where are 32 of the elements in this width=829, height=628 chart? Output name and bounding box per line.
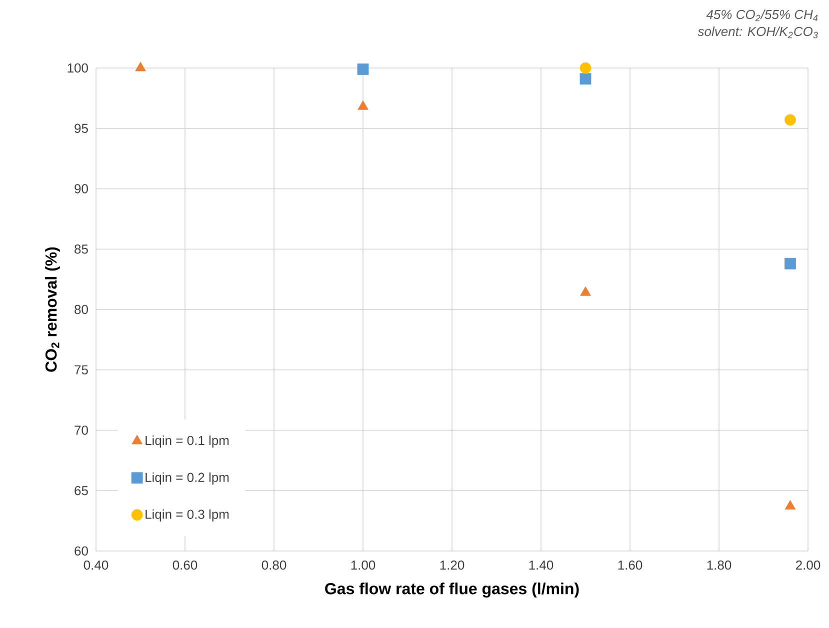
y-axis-title: CO$_{2}$ removal (%) — [45, 247, 60, 372]
x-axis-title: Gas flow rate of flue gases (l/min) — [325, 582, 579, 598]
point — [580, 286, 591, 296]
y-tick-label: 65 — [74, 486, 88, 496]
point — [580, 73, 592, 85]
point — [784, 500, 796, 510]
x-tick-label: 0.60 — [172, 560, 198, 570]
y-tick-label: 70 — [74, 426, 88, 435]
x-tick-label: 1.80 — [707, 560, 732, 570]
x-tick-label: 1.20 — [440, 560, 464, 570]
x-tick-label: 2.00 — [796, 560, 820, 570]
text: solvent: KOH/K$_{2}$CO$_{3}$ — [698, 26, 818, 38]
legend-label: Liqin = 0.1 lpm — [146, 436, 229, 448]
point — [580, 62, 592, 74]
y-tick-label: 100 — [68, 63, 88, 73]
x-tick-label: 1.00 — [351, 560, 376, 570]
point — [784, 258, 796, 270]
y-tick-label: 80 — [74, 304, 88, 314]
legend-label: Liqin = 0.3 lpm — [146, 509, 229, 522]
y-tick-label: 60 — [74, 546, 88, 556]
point — [357, 64, 369, 75]
legend-label: Liqin = 0.2 lpm — [146, 472, 229, 485]
y-tick-label: 90 — [74, 184, 88, 194]
y-tick-label: 95 — [74, 124, 88, 133]
y-tick-label: 75 — [74, 365, 88, 374]
y-tick-label: 85 — [74, 244, 88, 254]
x-tick-label: 0.80 — [262, 560, 286, 570]
point — [784, 114, 796, 126]
x-tick-label: 0.40 — [84, 560, 108, 570]
x-tick-label: 1.40 — [529, 560, 554, 570]
x-tick-label: 1.60 — [618, 560, 642, 570]
text: 45% CO$_{2}$/55% CH$_{4}$ — [706, 10, 818, 22]
